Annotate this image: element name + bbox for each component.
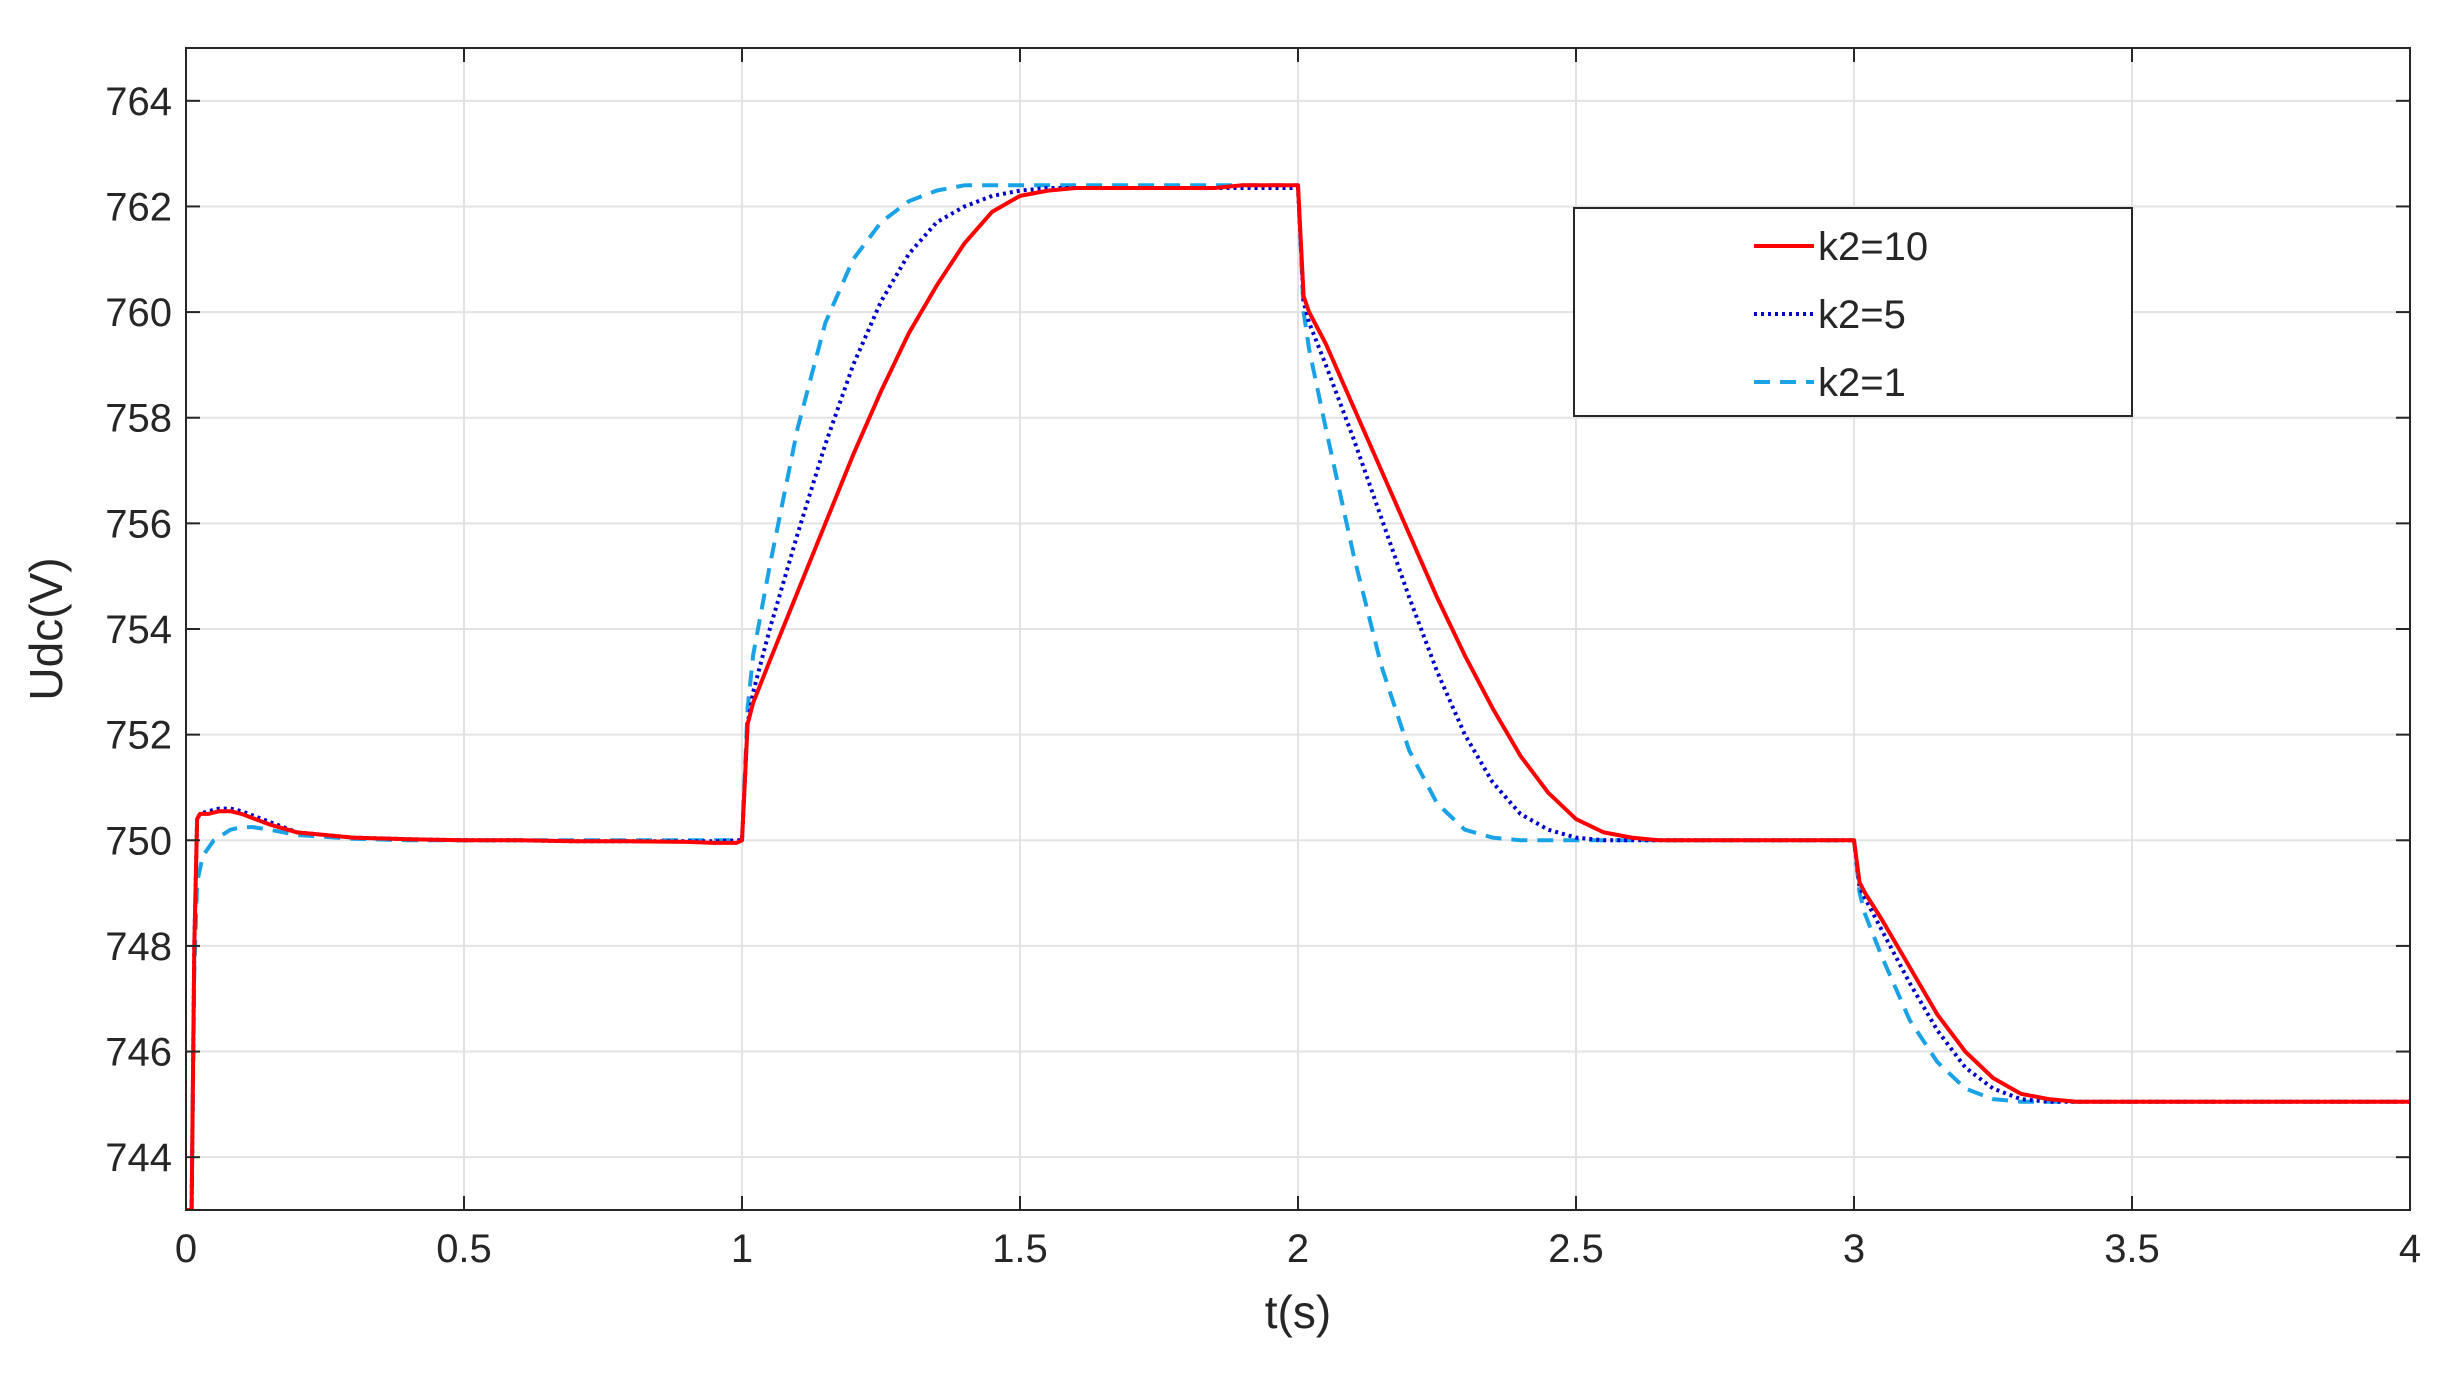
x-tick-label: 1 — [731, 1227, 753, 1271]
y-tick-label: 758 — [105, 397, 172, 441]
x-axis-label: t(s) — [1265, 1286, 1331, 1338]
legend-box — [1573, 207, 2133, 417]
x-tick-labels: 0 0.5 1 1.5 2 2.5 3 3.5 4 — [175, 1227, 2421, 1271]
y-tick-label: 744 — [105, 1136, 172, 1180]
y-tick-label: 756 — [105, 502, 172, 546]
x-tick-label: 0.5 — [436, 1227, 492, 1271]
x-tick-label: 3.5 — [2104, 1227, 2160, 1271]
series-layer — [186, 183, 2410, 1210]
x-tick-label: 2 — [1287, 1227, 1309, 1271]
series-line-k2=10 — [186, 183, 2410, 1210]
y-tick-label: 748 — [105, 925, 172, 969]
y-tick-label: 762 — [105, 185, 172, 229]
y-tick-labels: 744 746 748 750 752 754 756 758 760 762 764 — [105, 80, 172, 1180]
legend: k2=10 k2=5 k2=1 — [1573, 207, 2133, 417]
legend-label: k2=10 — [1818, 225, 1928, 269]
y-tick-label: 760 — [105, 291, 172, 335]
y-axis-label: Udc(V) — [20, 557, 72, 700]
legend-label: k2=1 — [1818, 361, 1906, 405]
y-tick-label: 754 — [105, 608, 172, 652]
x-tick-label: 4 — [2399, 1227, 2421, 1271]
ticks — [185, 48, 2411, 1210]
legend-label: k2=5 — [1818, 293, 1906, 337]
x-tick-label: 0 — [175, 1227, 197, 1271]
y-tick-label: 752 — [105, 714, 172, 758]
y-tick-label: 750 — [105, 819, 172, 863]
y-tick-label: 746 — [105, 1031, 172, 1075]
x-tick-label: 1.5 — [992, 1227, 1048, 1271]
x-tick-label: 2.5 — [1548, 1227, 1604, 1271]
y-tick-label: 764 — [105, 80, 172, 124]
x-tick-label: 3 — [1843, 1227, 1865, 1271]
